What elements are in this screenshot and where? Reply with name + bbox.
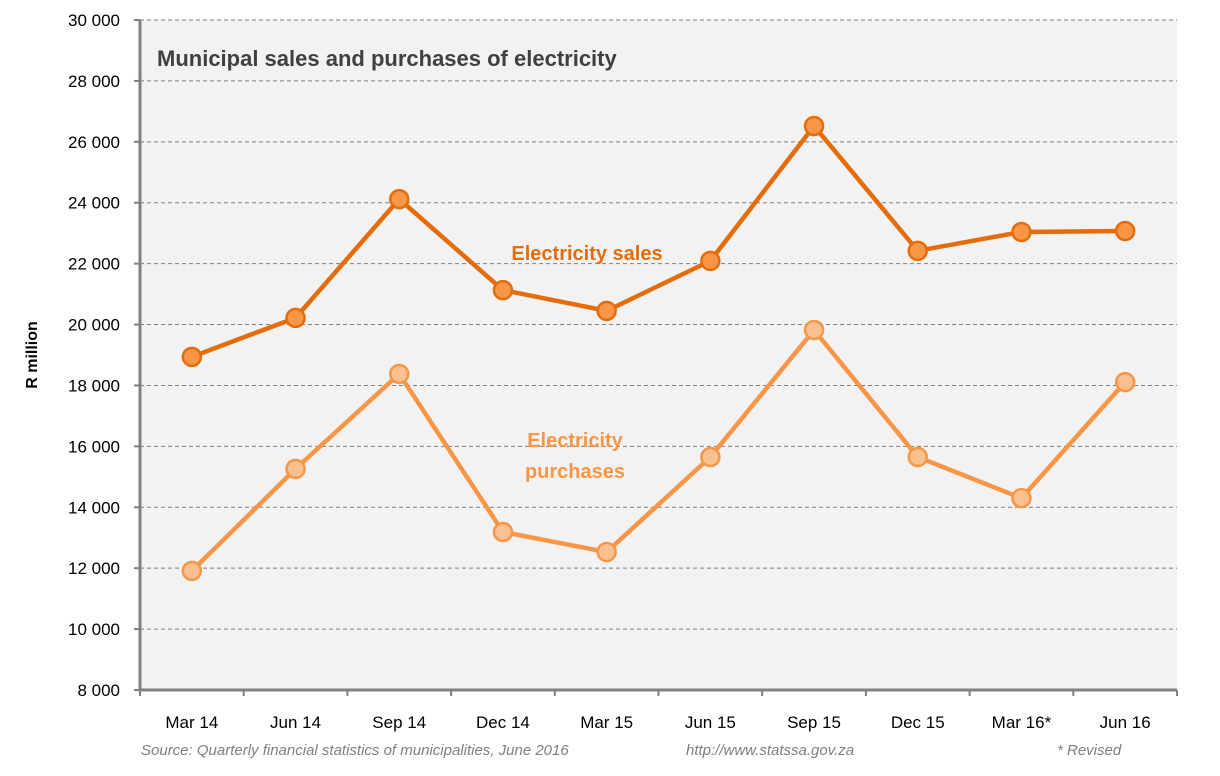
x-tick-label: Sep 15 <box>787 713 841 732</box>
annotation-line: Electricity <box>527 430 623 452</box>
data-point <box>1011 487 1032 509</box>
data-point <box>596 541 617 563</box>
data-point <box>1114 220 1136 242</box>
x-tick-label: Jun 14 <box>270 713 321 732</box>
y-tick-label: 24 000 <box>68 194 120 213</box>
y-tick-label: 20 000 <box>68 316 120 335</box>
data-point <box>907 240 928 262</box>
y-tick-label: 28 000 <box>68 72 120 91</box>
data-point <box>1114 371 1136 393</box>
data-point <box>389 188 410 210</box>
data-point <box>492 279 514 301</box>
data-point <box>492 521 514 543</box>
series-group <box>181 115 1136 582</box>
annotation-electricity-purchases: Electricity purchases <box>525 430 625 483</box>
data-point <box>285 458 306 480</box>
data-point <box>389 363 410 385</box>
y-axis-label: R million <box>24 321 41 389</box>
x-tick-label: Mar 16* <box>992 713 1052 732</box>
data-point <box>596 300 617 322</box>
series-electricity-sales <box>181 115 1136 368</box>
data-point <box>803 319 825 341</box>
x-tick-label: Mar 15 <box>580 713 633 732</box>
annotation-electricity-sales: Electricity sales <box>511 243 662 265</box>
y-tick-label: 22 000 <box>68 255 120 274</box>
data-point <box>285 307 306 329</box>
data-point <box>907 446 928 468</box>
y-tick-label: 16 000 <box>68 437 120 456</box>
y-tick-label: 30 000 <box>68 11 120 30</box>
x-tick-label: Mar 14 <box>165 713 218 732</box>
x-axis: Mar 14 Jun 14 Sep 14 Dec 14 Mar 15 Jun 15 Sep … <box>139 688 1178 732</box>
y-tick-label: 18 000 <box>68 376 120 395</box>
y-tick-label: 8 000 <box>77 681 120 700</box>
revised-note: * Revised <box>1057 742 1122 759</box>
series-electricity-purchases <box>181 319 1136 582</box>
y-tick-label: 10 000 <box>68 620 120 639</box>
series-line <box>190 327 1127 573</box>
data-point <box>803 115 825 137</box>
annotation-line: purchases <box>525 461 625 483</box>
data-point <box>181 346 203 368</box>
x-tick-label: Dec 14 <box>476 713 530 732</box>
plot-area <box>140 20 1177 690</box>
x-tick-label: Dec 15 <box>891 713 945 732</box>
source-url: http://www.statssa.gov.za <box>686 742 855 759</box>
x-tick-label: Sep 14 <box>372 713 426 732</box>
data-point <box>700 446 721 468</box>
data-point <box>1011 221 1032 243</box>
y-tick-label: 12 000 <box>68 559 120 578</box>
data-point <box>181 560 203 582</box>
x-tick-label: Jun 16 <box>1100 713 1151 732</box>
series-line <box>191 123 1126 359</box>
chart-title: Municipal sales and purchases of electri… <box>157 46 617 71</box>
gridlines <box>140 19 1177 630</box>
y-tick-label: 14 000 <box>68 498 120 517</box>
y-axis: 8 000 10 000 12 000 14 000 16 000 18 000 20 00… <box>68 11 142 700</box>
y-tick-label: 26 000 <box>68 133 120 152</box>
source-note: Source: Quarterly financial statistics o… <box>141 742 569 759</box>
data-point <box>700 250 721 272</box>
x-tick-label: Jun 15 <box>685 713 736 732</box>
